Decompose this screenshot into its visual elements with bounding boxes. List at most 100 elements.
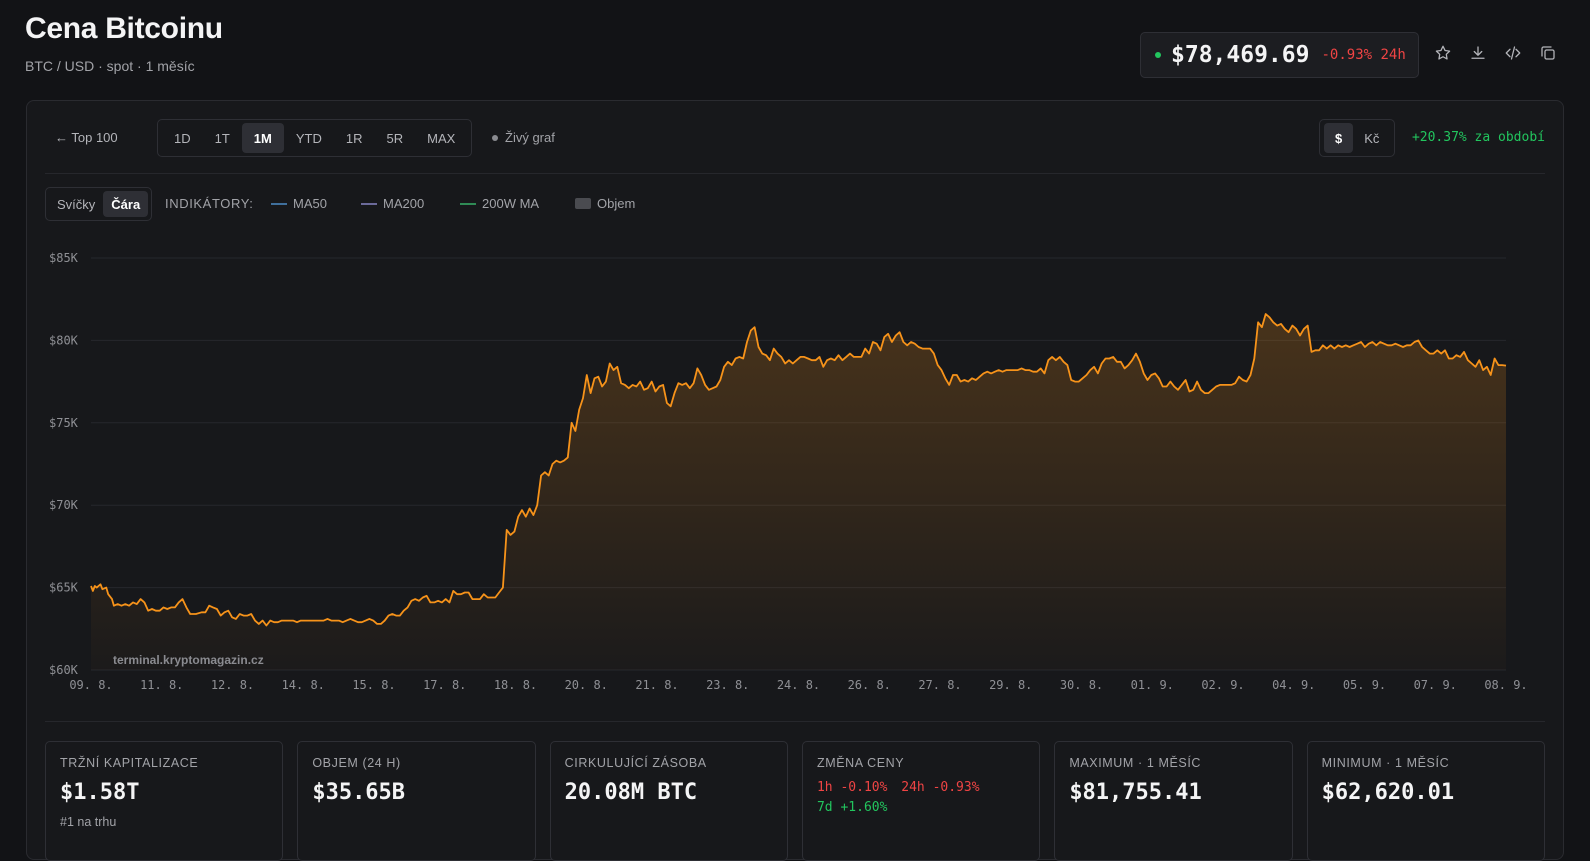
price-change-list: 1h -0.10% 24h -0.93% 7d +1.60% bbox=[817, 778, 1025, 818]
y-tick-label: $70K bbox=[49, 498, 79, 512]
stat-monthly-max: MAXIMUM · 1 MĚSÍC $81,755.41 bbox=[1054, 741, 1293, 861]
y-tick-label: $80K bbox=[49, 333, 79, 347]
range-button-max[interactable]: MAX bbox=[427, 130, 456, 146]
stat-label: ZMĚNA CENY bbox=[816, 756, 905, 770]
range-button-1d[interactable]: 1D bbox=[174, 130, 191, 146]
range-toolbar: ← Top 100 1D 1T 1M YTD 1R 5R MAX Živý graf $ Kč… bbox=[45, 119, 1545, 157]
live-chart-dot bbox=[492, 134, 498, 141]
range-button-1r[interactable]: 1R bbox=[345, 130, 363, 146]
stat-volume: OBJEM (24 H) $35.65B bbox=[297, 741, 536, 861]
change-7d-value: +1.60% bbox=[840, 800, 888, 815]
indicator-label: MA50 bbox=[293, 196, 327, 211]
stat-value: $1.58T bbox=[60, 780, 140, 805]
x-tick-label: 07. 9. bbox=[1414, 678, 1457, 692]
currency-button-kč[interactable]: Kč bbox=[1364, 130, 1380, 146]
x-tick-label: 02. 9. bbox=[1201, 678, 1244, 692]
x-tick-label: 14. 8. bbox=[282, 678, 325, 692]
y-tick-label: $75K bbox=[49, 416, 79, 430]
x-tick-label: 24. 8. bbox=[777, 678, 820, 692]
indicators-label: INDIKÁTORY: bbox=[165, 196, 254, 211]
x-tick-label: 12. 8. bbox=[211, 678, 254, 692]
indicator-ma200[interactable]: MA200 bbox=[361, 196, 424, 211]
indicator-label: MA200 bbox=[383, 196, 425, 211]
copy-icon[interactable] bbox=[1537, 42, 1559, 64]
stat-label: MINIMUM · 1 MĚSÍC bbox=[1321, 756, 1450, 770]
x-tick-label: 20. 8. bbox=[565, 678, 608, 692]
time-range-selector: 1D 1T 1M YTD 1R 5R MAX bbox=[157, 119, 473, 157]
x-tick-label: 08. 9. bbox=[1484, 678, 1527, 692]
divider bbox=[45, 173, 1545, 174]
price-line bbox=[90, 313, 1507, 627]
period-change: +20.37% za období bbox=[1411, 130, 1545, 145]
page-title: Cena Bitcoinu bbox=[25, 12, 223, 45]
back-to-top100-link[interactable]: ← Top 100 bbox=[55, 130, 118, 145]
divider bbox=[45, 721, 1545, 722]
star-icon[interactable] bbox=[1432, 42, 1454, 64]
chart-type-selector: Svíčky Čára bbox=[45, 187, 153, 221]
live-indicator-dot bbox=[1155, 52, 1161, 58]
header-actions bbox=[1432, 42, 1559, 64]
x-tick-label: 15. 8. bbox=[352, 678, 395, 692]
chart-type-toolbar: Svíčky Čára INDIKÁTORY: MA50 MA200 200W M… bbox=[45, 187, 1545, 221]
indicator-ma50[interactable]: MA50 bbox=[271, 196, 327, 211]
indicator-label: Objem bbox=[597, 196, 636, 211]
x-tick-label: 29. 8. bbox=[989, 678, 1032, 692]
x-tick-label: 18. 8. bbox=[494, 678, 537, 692]
x-tick-label: 17. 8. bbox=[423, 678, 466, 692]
y-tick-label: $85K bbox=[49, 251, 79, 265]
x-tick-label: 01. 9. bbox=[1131, 678, 1174, 692]
ma200-swatch bbox=[361, 202, 377, 205]
range-button-5r[interactable]: 5R bbox=[386, 130, 404, 146]
stat-label: MAXIMUM · 1 MĚSÍC bbox=[1069, 756, 1202, 770]
change-24h-label: 24h bbox=[901, 780, 925, 795]
range-button-1t[interactable]: 1T bbox=[214, 130, 230, 146]
stat-label: TRŽNÍ KAPITALIZACE bbox=[60, 756, 199, 770]
change-1h-label: 1h bbox=[816, 780, 833, 795]
range-button-ytd[interactable]: YTD bbox=[295, 130, 322, 146]
stat-monthly-min: MINIMUM · 1 MĚSÍC $62,620.01 bbox=[1306, 741, 1545, 861]
chart-type-button-svíčky[interactable]: Svíčky bbox=[57, 196, 96, 212]
stat-label: CIRKULUJÍCÍ ZÁSOBA bbox=[564, 756, 707, 770]
x-tick-label: 23. 8. bbox=[706, 678, 749, 692]
stat-sub: #1 na trhu bbox=[60, 815, 117, 829]
stat-label: OBJEM (24 H) bbox=[312, 756, 401, 770]
x-tick-label: 05. 9. bbox=[1343, 678, 1386, 692]
page-subtitle: BTC / USD · spot · 1 měsíc bbox=[25, 58, 195, 74]
change-1h-value: -0.10% bbox=[840, 780, 888, 795]
x-tick-label: 27. 8. bbox=[918, 678, 961, 692]
x-tick-label: 26. 8. bbox=[848, 678, 891, 692]
indicator-label: 200W MA bbox=[482, 196, 540, 211]
price-area-fill bbox=[91, 314, 1506, 670]
x-tick-label: 21. 8. bbox=[635, 678, 678, 692]
current-price-box: $78,469.69 -0.93% 24h bbox=[1140, 32, 1419, 78]
x-tick-label: 30. 8. bbox=[1060, 678, 1103, 692]
currency-button--[interactable]: $ bbox=[1324, 123, 1354, 153]
change-24h-value: -0.93% bbox=[932, 780, 980, 795]
ma50-swatch bbox=[271, 202, 287, 205]
live-chart-toggle[interactable]: Živý graf bbox=[492, 130, 555, 145]
stat-value: 20.08M BTC bbox=[564, 780, 698, 805]
y-tick-label: $60K bbox=[49, 663, 79, 677]
currency-selector: $ Kč bbox=[1319, 119, 1396, 157]
indicator-200w-ma[interactable]: 200W MA bbox=[460, 196, 539, 211]
code-icon[interactable] bbox=[1502, 42, 1524, 64]
x-tick-label: 11. 8. bbox=[140, 678, 183, 692]
chart-panel: ← Top 100 1D 1T 1M YTD 1R 5R MAX Živý graf $ Kč… bbox=[26, 100, 1565, 861]
200w-ma-swatch bbox=[460, 202, 476, 205]
chart-type-button-čára[interactable]: Čára bbox=[103, 191, 149, 217]
indicator-volume[interactable]: Objem bbox=[575, 196, 635, 211]
stat-price-change: ZMĚNA CENY 1h -0.10% 24h -0.93% 7d +1.60… bbox=[801, 741, 1041, 861]
page-header: Cena Bitcoinu BTC / USD · spot · 1 měsíc bbox=[25, 12, 223, 74]
range-button-1m[interactable]: 1M bbox=[241, 123, 284, 153]
price-change-24h: -0.93% 24h bbox=[1321, 47, 1406, 63]
stat-market-cap: TRŽNÍ KAPITALIZACE $1.58T #1 na trhu bbox=[45, 741, 284, 861]
stat-circulating-supply: CIRKULUJÍCÍ ZÁSOBA 20.08M BTC bbox=[549, 741, 788, 861]
current-price: $78,469.69 bbox=[1171, 42, 1310, 68]
download-icon[interactable] bbox=[1467, 42, 1489, 64]
live-chart-label: Živý graf bbox=[505, 130, 555, 145]
change-7d-label: 7d bbox=[816, 800, 833, 815]
stats-row: TRŽNÍ KAPITALIZACE $1.58T #1 na trhu OBJ… bbox=[45, 741, 1545, 861]
stat-value: $62,620.01 bbox=[1321, 780, 1455, 805]
x-tick-label: 09. 8. bbox=[69, 678, 112, 692]
